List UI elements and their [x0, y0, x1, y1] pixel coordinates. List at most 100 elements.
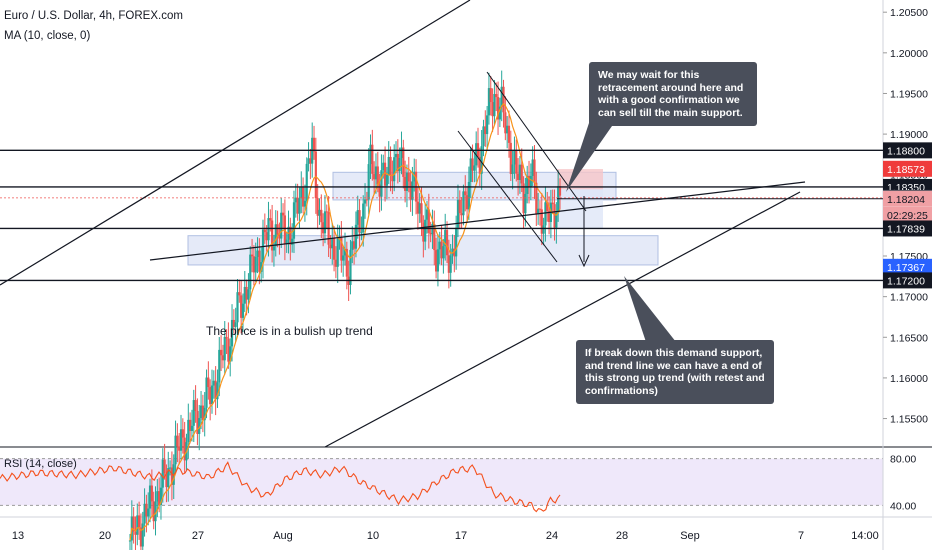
- candle-body: [159, 487, 163, 506]
- candle-body: [216, 382, 219, 400]
- candle-body: [460, 213, 463, 216]
- price-badge: [883, 142, 932, 159]
- candle-body: [147, 508, 150, 517]
- candle-body: [362, 203, 365, 233]
- ma-indicator-label[interactable]: MA (10, close, 0): [4, 30, 91, 42]
- candle-body: [380, 170, 383, 197]
- candle-body: [220, 349, 223, 356]
- price-badge: [883, 272, 932, 289]
- symbol-title[interactable]: Euro / U.S. Dollar, 4h, FOREX.com: [4, 10, 183, 22]
- candle-body: [527, 175, 531, 188]
- candle-body: [489, 88, 492, 103]
- candle-body: [342, 255, 345, 261]
- candle-body: [340, 236, 343, 261]
- callout-retracement-pointer: [566, 120, 612, 192]
- candle-body: [409, 181, 412, 200]
- callout-breakdown[interactable]: If break down this demand support, and t…: [576, 340, 774, 404]
- candle-body: [192, 400, 195, 426]
- candle-body: [243, 286, 246, 304]
- time-tick-label: 17: [455, 530, 467, 542]
- candle-body: [416, 201, 419, 214]
- candle-body: [296, 197, 299, 214]
- candle-body: [393, 157, 396, 182]
- candle-body: [356, 210, 359, 225]
- candle-body: [394, 153, 398, 158]
- candle-body: [241, 303, 245, 318]
- candle-body: [533, 159, 536, 183]
- candle-body: [196, 411, 199, 434]
- candle-body: [298, 198, 301, 214]
- price-tick-label: 1.20000: [890, 48, 928, 60]
- time-tick-label: 24: [546, 530, 558, 542]
- candle-body: [371, 144, 374, 174]
- candle-body: [332, 238, 336, 260]
- candle-body: [484, 126, 487, 135]
- candle-body: [422, 222, 425, 242]
- price-badge-label: 1.18800: [887, 145, 925, 157]
- candle-body: [179, 429, 183, 451]
- callout-retracement[interactable]: We may wait for this retracement around …: [589, 62, 757, 126]
- price-tick-label: 1.19000: [890, 129, 928, 141]
- channel-mid-line: [149, 181, 806, 261]
- candle-body: [283, 215, 286, 245]
- rsi-tick-label: 80.00: [890, 454, 916, 466]
- candle-body: [343, 248, 347, 256]
- candle-body: [163, 459, 166, 474]
- candle-body: [187, 419, 190, 443]
- candle-body: [520, 164, 523, 184]
- price-badge: [883, 190, 932, 207]
- candle-body: [249, 254, 252, 290]
- candle-body: [493, 94, 496, 117]
- candle-body: [128, 540, 132, 542]
- candle-body: [294, 197, 297, 203]
- candle-body: [238, 292, 241, 296]
- price-tick-label: 1.17000: [890, 292, 928, 304]
- candle-body: [558, 186, 562, 196]
- candle-body: [316, 198, 319, 216]
- candle-body: [553, 204, 556, 228]
- candle-body: [305, 163, 308, 201]
- candle-body: [178, 446, 181, 451]
- trend-note[interactable]: The price is in a bulish up trend: [206, 324, 373, 338]
- candle-body: [291, 238, 294, 245]
- candle-body: [424, 219, 427, 242]
- candle-body: [540, 209, 543, 234]
- time-tick-label: 7: [798, 530, 804, 542]
- candle-body: [442, 246, 445, 259]
- candle-body: [158, 491, 161, 506]
- price-badge: [883, 258, 932, 275]
- candle-body: [154, 501, 157, 522]
- candle-body: [183, 437, 186, 461]
- time-tick-label: 10: [367, 530, 379, 542]
- candle-body: [205, 377, 208, 408]
- rsi-band: [0, 458, 883, 506]
- candle-body: [438, 241, 441, 250]
- candle-body: [431, 223, 434, 235]
- candle-body: [447, 255, 450, 273]
- candle-body: [487, 88, 491, 116]
- candle-body: [471, 158, 474, 171]
- candle-body: [247, 289, 250, 300]
- candle-body: [538, 208, 542, 210]
- candle-body: [433, 223, 436, 251]
- candle-body: [189, 419, 192, 431]
- candle-body: [272, 246, 276, 251]
- candle-body: [511, 164, 514, 175]
- candle-body: [513, 150, 516, 165]
- flag-upper-line: [486, 71, 587, 212]
- candle-body: [464, 191, 467, 196]
- candle-body: [190, 425, 194, 431]
- candle-body: [254, 256, 257, 273]
- rsi-indicator-label[interactable]: RSI (14, close): [4, 458, 77, 470]
- candle-body: [300, 186, 303, 199]
- candle-body: [285, 239, 288, 245]
- candle-body: [435, 250, 438, 272]
- candle-body: [378, 184, 381, 197]
- candle-body: [234, 322, 237, 327]
- price-badge-label: 02:29:25: [887, 210, 928, 222]
- trend-line: [324, 191, 801, 448]
- candle-body: [232, 319, 235, 327]
- candle-body: [373, 173, 376, 180]
- candle-body: [214, 380, 217, 400]
